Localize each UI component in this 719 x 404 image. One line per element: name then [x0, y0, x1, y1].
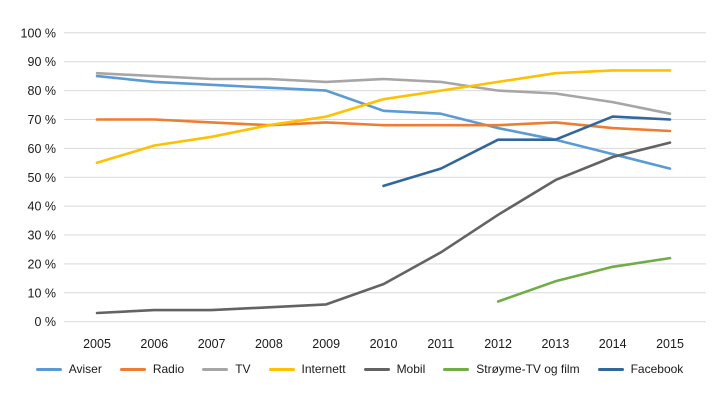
- series-line-tv: [95, 71, 672, 115]
- legend-label-mobil: Mobil: [396, 362, 426, 376]
- x-tick-label-2010: 2010: [370, 337, 398, 351]
- series-line-facebook: [382, 115, 672, 188]
- y-tick-label-50: 50 %: [28, 171, 57, 185]
- y-tick-label-20: 20 %: [28, 257, 57, 271]
- series-line-radio: [95, 118, 672, 133]
- legend-item-aviser: Aviser: [35, 362, 102, 376]
- y-tick-label-40: 40 %: [28, 200, 57, 214]
- x-tick-label-2009: 2009: [312, 337, 340, 351]
- legend-swatch-str-yme-tv-og-film: [443, 367, 470, 371]
- series-line-mobil: [95, 141, 672, 315]
- y-axis-tick-labels: 0 % 10 % 20 % 30 % 40 % 50 % 60 % 70 % 80 % 90 % 1…: [21, 26, 56, 329]
- y-tick-label-60: 60 %: [28, 142, 57, 156]
- y-tick-label-0: 0 %: [34, 315, 56, 329]
- y-tick-label-80: 80 %: [28, 84, 57, 98]
- legend-label-radio: Radio: [152, 362, 185, 376]
- legend-swatch-radio: [119, 367, 146, 371]
- plot-area: 0 % 10 % 20 % 30 % 40 % 50 % 60 % 70 % 80 % 90 % 1…: [21, 26, 706, 351]
- gridlines: [64, 32, 706, 323]
- legend-item-facebook: Facebook: [597, 362, 684, 376]
- x-tick-label-2006: 2006: [140, 337, 168, 351]
- legend-item-internett: Internett: [268, 362, 346, 376]
- series-line-str-yme-tv-og-film: [496, 256, 672, 303]
- series-line-internett: [95, 69, 672, 165]
- y-tick-label-10: 10 %: [28, 286, 57, 300]
- x-tick-label-2012: 2012: [484, 337, 512, 351]
- legend-item-tv: TV: [202, 362, 251, 376]
- x-tick-label-2014: 2014: [599, 337, 627, 351]
- legend-swatch-internett: [268, 367, 295, 371]
- legend-item-mobil: Mobil: [363, 362, 426, 376]
- x-tick-label-2007: 2007: [198, 337, 226, 351]
- legend: Aviser Radio TV Internett Mobil Strøyme-TV og…: [0, 363, 719, 375]
- legend-label-str-yme-tv-og-film: Strøyme-TV og film: [476, 362, 580, 376]
- legend-label-facebook: Facebook: [630, 362, 684, 376]
- legend-swatch-tv: [202, 367, 229, 371]
- legend-swatch-facebook: [597, 367, 624, 371]
- x-tick-label-2008: 2008: [255, 337, 283, 351]
- x-axis-tick-labels: 2005 2006 2007 2008 2009 2010 2011 2012 2013 2014…: [83, 337, 684, 351]
- y-tick-label-70: 70 %: [28, 113, 57, 127]
- series-lines: [95, 69, 672, 315]
- legend-label-internett: Internett: [301, 362, 346, 376]
- x-tick-label-2005: 2005: [83, 337, 111, 351]
- series-line-aviser: [95, 74, 672, 170]
- legend-label-tv: TV: [235, 362, 251, 376]
- y-tick-label-30: 30 %: [28, 229, 57, 243]
- legend-item-str-yme-tv-og-film: Strøyme-TV og film: [443, 362, 580, 376]
- legend-item-radio: Radio: [119, 362, 185, 376]
- legend-swatch-mobil: [363, 367, 390, 371]
- legend-label-aviser: Aviser: [68, 362, 102, 376]
- x-tick-label-2015: 2015: [656, 337, 684, 351]
- y-tick-label-90: 90 %: [28, 55, 57, 69]
- legend-swatch-aviser: [35, 367, 62, 371]
- y-tick-label-100: 100 %: [21, 26, 56, 40]
- x-tick-label-2013: 2013: [541, 337, 569, 351]
- x-tick-label-2011: 2011: [427, 337, 454, 351]
